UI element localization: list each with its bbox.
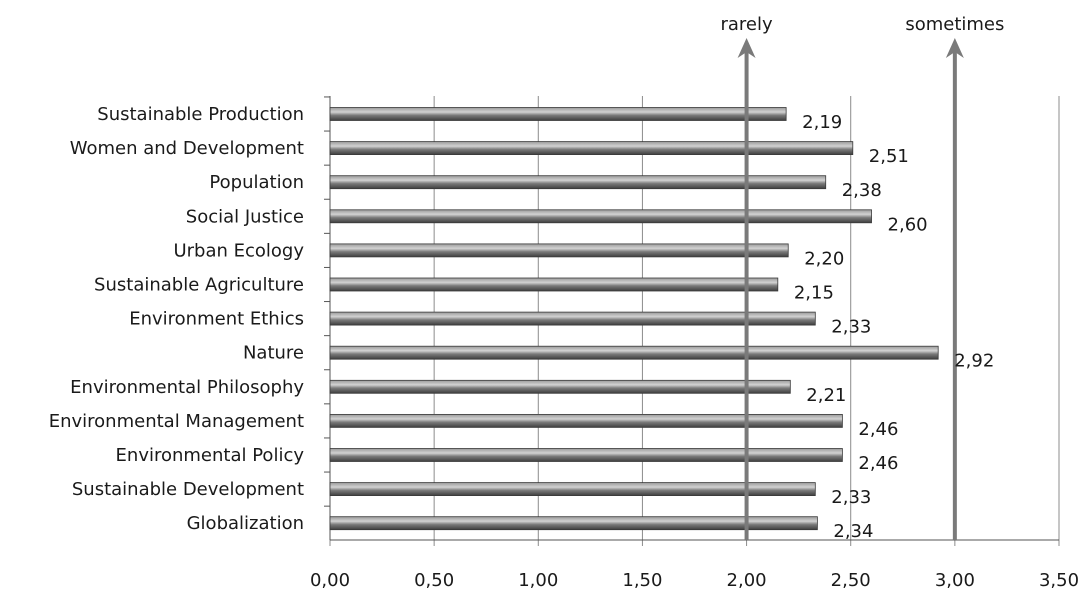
category-label-12: Globalization xyxy=(187,513,304,534)
bar-7 xyxy=(329,345,939,360)
value-label-3: 2,60 xyxy=(888,214,928,235)
category-label-6: Environment Ethics xyxy=(129,309,304,330)
value-label-8: 2,21 xyxy=(806,385,846,406)
bar-5 xyxy=(329,277,779,292)
value-label-0: 2,19 xyxy=(802,112,842,133)
bar-8 xyxy=(329,379,791,394)
bar-11 xyxy=(329,482,816,497)
bar-9 xyxy=(329,413,843,428)
x-tick-label-5: 2,50 xyxy=(831,570,871,591)
x-tick-label-6: 3,00 xyxy=(935,570,975,591)
bar-2 xyxy=(329,175,827,190)
value-label-10: 2,46 xyxy=(858,453,898,474)
category-label-8: Environmental Philosophy xyxy=(70,377,304,398)
value-label-11: 2,33 xyxy=(831,487,871,508)
x-tick-label-1: 0,50 xyxy=(414,570,454,591)
reference-lines xyxy=(737,38,964,540)
x-tick-label-2: 1,00 xyxy=(518,570,558,591)
x-tick-label-7: 3,50 xyxy=(1039,570,1079,591)
category-label-1: Women and Development xyxy=(70,138,304,159)
category-label-11: Sustainable Development xyxy=(72,479,304,500)
bar-12 xyxy=(329,516,818,531)
bar-4 xyxy=(329,243,789,258)
reference-label-rarely: rarely xyxy=(720,14,773,35)
reference-label-sometimes: sometimes xyxy=(905,14,1004,35)
category-label-9: Environmental Management xyxy=(49,411,304,432)
labels: 0,00 0,50 1,00 1,50 2,00 2,50 3,00 3,50 Sustaina… xyxy=(49,14,1079,591)
reference-arrow-sometimes xyxy=(945,38,964,58)
value-label-4: 2,20 xyxy=(804,248,844,269)
x-tick-label-3: 1,50 xyxy=(622,570,662,591)
value-label-7: 2,92 xyxy=(954,351,994,372)
category-label-7: Nature xyxy=(243,343,304,364)
category-label-0: Sustainable Production xyxy=(97,104,304,125)
x-tick-label-4: 2,00 xyxy=(727,570,767,591)
value-label-9: 2,46 xyxy=(858,419,898,440)
value-label-2: 2,38 xyxy=(842,180,882,201)
value-label-5: 2,15 xyxy=(794,283,834,304)
value-label-1: 2,51 xyxy=(869,146,909,167)
bar-0 xyxy=(329,107,787,121)
value-label-6: 2,33 xyxy=(831,317,871,338)
category-label-4: Urban Ecology xyxy=(173,240,304,261)
bar-10 xyxy=(329,448,843,462)
category-label-3: Social Justice xyxy=(186,206,304,227)
x-tick-label-0: 0,00 xyxy=(310,570,350,591)
category-label-5: Sustainable Agriculture xyxy=(94,275,304,296)
bars xyxy=(329,107,939,531)
bar-1 xyxy=(329,141,854,156)
bar-6 xyxy=(329,311,816,326)
category-label-10: Environmental Policy xyxy=(116,445,305,466)
reference-arrow-rarely xyxy=(737,38,756,58)
category-label-2: Population xyxy=(209,172,304,193)
bar-3 xyxy=(329,209,872,224)
value-label-12: 2,34 xyxy=(833,521,873,542)
